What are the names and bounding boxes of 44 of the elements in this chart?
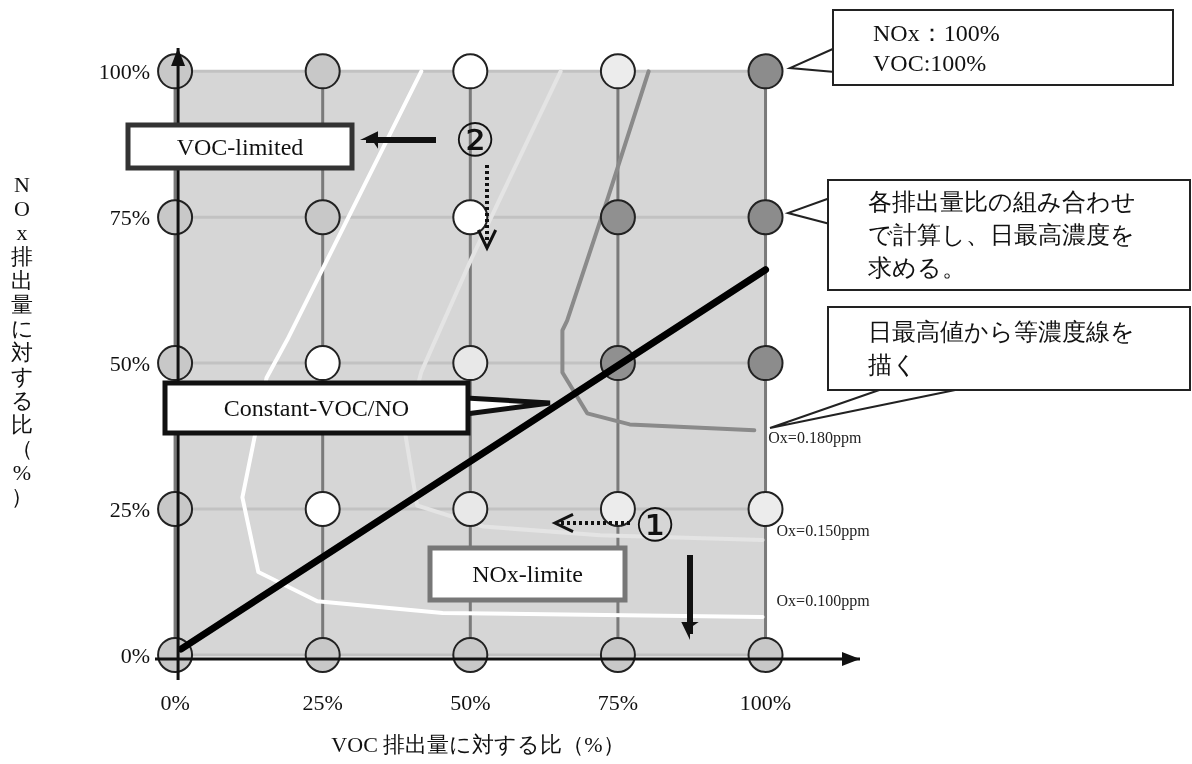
point bbox=[304, 636, 341, 673]
annotation: ① bbox=[634, 498, 676, 552]
text: 各排出量比の組み合わせで計算し、日最高濃度を求める。 bbox=[868, 188, 1136, 283]
point bbox=[599, 53, 636, 90]
point bbox=[599, 491, 636, 528]
x-tick-label: 50% bbox=[450, 690, 491, 715]
point bbox=[157, 199, 194, 236]
y-tick-label: 0% bbox=[120, 642, 150, 668]
annotation: ② bbox=[454, 113, 496, 167]
y-tick-label: 50% bbox=[109, 351, 150, 377]
annotation: NOx-limite bbox=[472, 561, 583, 588]
point bbox=[452, 636, 489, 673]
point bbox=[304, 199, 341, 236]
point bbox=[747, 53, 784, 90]
text: 日最高値から等濃度線を描く bbox=[868, 318, 1135, 380]
x-tick-label: 75% bbox=[597, 690, 639, 715]
point bbox=[599, 636, 636, 673]
text: NOx排出量に対する比（%） bbox=[10, 172, 34, 509]
y-tick-label: 75% bbox=[109, 205, 150, 231]
y-tick-label: 25% bbox=[109, 497, 150, 523]
text: NOx：100% VOC:100% bbox=[873, 19, 1000, 76]
line-series bbox=[560, 69, 757, 433]
annotation: VOC-limited bbox=[176, 133, 304, 160]
y-tick-label: 100% bbox=[98, 59, 150, 85]
point bbox=[452, 53, 489, 90]
series-label: Ox=0.180ppm bbox=[768, 429, 862, 448]
series-label: Ox=0.100ppm bbox=[776, 591, 871, 610]
point bbox=[452, 199, 489, 236]
x-axis-title: VOC 排出量に対する比（%） bbox=[331, 732, 625, 757]
point bbox=[157, 491, 194, 528]
point bbox=[747, 345, 784, 382]
point bbox=[452, 491, 489, 528]
point bbox=[452, 345, 489, 382]
point bbox=[157, 345, 194, 382]
series-label: Ox=0.150ppm bbox=[776, 521, 871, 540]
annotation: Constant-VOC/NO bbox=[223, 395, 410, 422]
x-tick-label: 0% bbox=[160, 690, 190, 715]
point bbox=[747, 199, 784, 236]
x-tick-label: 25% bbox=[302, 690, 343, 715]
x-tick-label: 100% bbox=[739, 690, 792, 715]
point bbox=[599, 199, 636, 236]
point bbox=[304, 345, 341, 382]
point bbox=[304, 53, 341, 90]
point bbox=[304, 491, 341, 528]
